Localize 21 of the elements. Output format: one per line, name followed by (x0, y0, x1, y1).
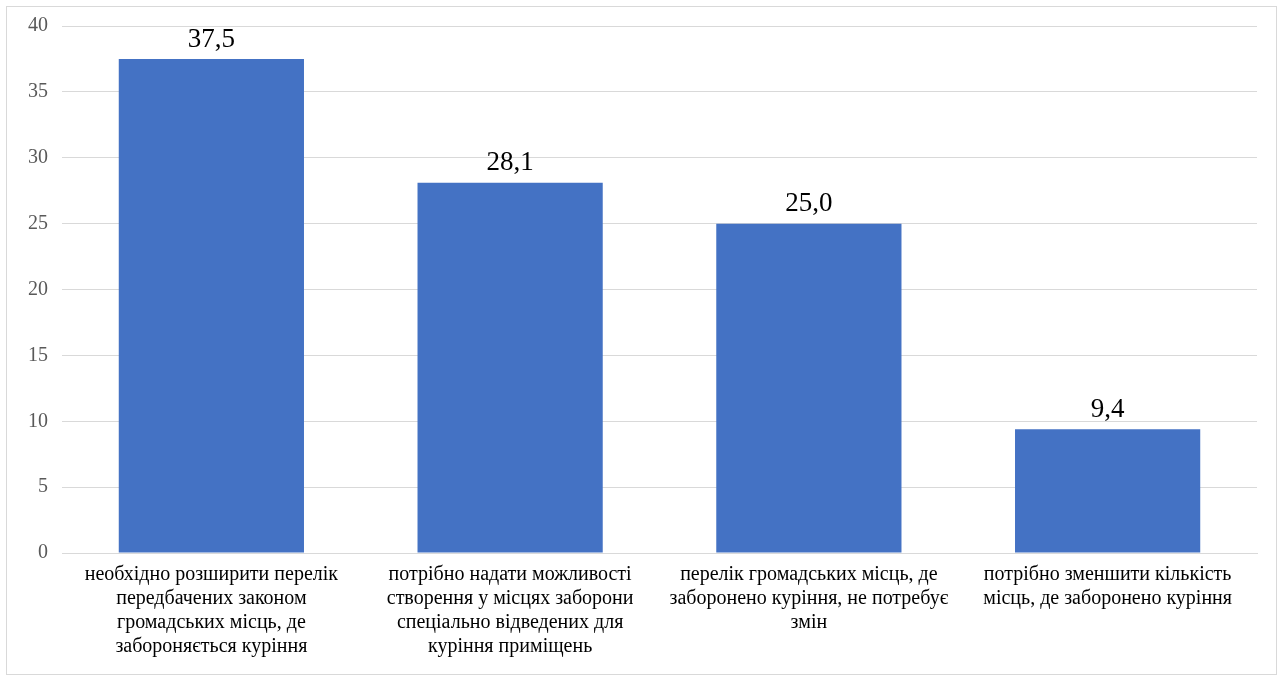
bar (716, 223, 902, 553)
data-label: 28,1 (486, 146, 534, 177)
data-label: 37,5 (187, 22, 235, 53)
x-tick-label: перелік громадських місць, де заборонено куріння, не потребує змін (669, 562, 949, 633)
bar (1015, 429, 1201, 553)
bar (118, 58, 304, 553)
y-tick-label: 15 (28, 342, 48, 365)
y-tick-label: 30 (28, 145, 48, 167)
x-tick-label: потрібно зменшити кількість місць, де заборонено куріння (983, 562, 1233, 610)
y-tick-label: 5 (38, 474, 48, 497)
y-tick-label: 0 (38, 540, 48, 563)
x-tick-label: потрібно надати можливості створення у місцях заборони спеціально відведених для куріння приміщень (386, 562, 634, 658)
data-label: 9,4 (1090, 392, 1125, 423)
x-tick-label: необхідно розширити перелік передбачених законом громадських місць, де забороняється куріння (84, 562, 339, 658)
y-tick-label: 10 (28, 408, 48, 431)
y-tick-label: 40 (28, 13, 48, 36)
bar (417, 182, 603, 553)
y-tick-label: 25 (28, 210, 48, 233)
y-tick-label: 35 (28, 79, 48, 102)
data-label: 25,0 (785, 187, 833, 218)
y-tick-label: 20 (28, 276, 48, 299)
